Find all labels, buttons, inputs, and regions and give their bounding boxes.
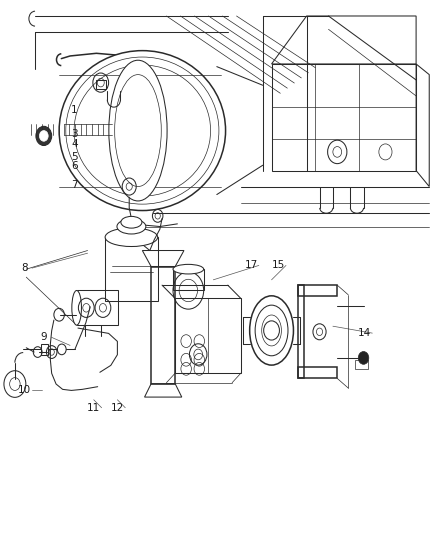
Text: 15: 15 [272,261,285,270]
Bar [96,80,106,89]
Text: 14: 14 [358,328,371,338]
Ellipse shape [109,60,167,201]
Ellipse shape [173,264,204,274]
Text: 5: 5 [71,152,78,161]
Ellipse shape [105,228,158,247]
Ellipse shape [250,296,293,365]
Bar [77,290,118,325]
Ellipse shape [117,219,146,234]
Text: 11: 11 [87,403,100,413]
Circle shape [39,131,48,141]
Ellipse shape [72,290,81,325]
Text: 17: 17 [244,261,258,270]
Text: 6: 6 [71,161,78,171]
Bar [151,266,175,384]
Text: 3: 3 [71,130,78,139]
Text: 12: 12 [111,403,124,413]
Bar [175,298,241,373]
Ellipse shape [121,216,142,228]
Ellipse shape [59,51,226,211]
Bar [355,359,368,369]
Circle shape [358,352,369,365]
Bar [173,269,204,290]
Text: 1: 1 [71,106,78,115]
Text: 4: 4 [71,139,78,149]
Text: 10: 10 [18,385,31,395]
Text: 7: 7 [71,181,78,190]
Text: 8: 8 [21,263,28,273]
Bar [105,237,158,301]
Bar [298,285,304,378]
Circle shape [36,126,52,146]
Bar [41,344,48,355]
Bar [298,285,337,296]
Text: 9: 9 [40,333,47,342]
Bar [298,367,337,378]
